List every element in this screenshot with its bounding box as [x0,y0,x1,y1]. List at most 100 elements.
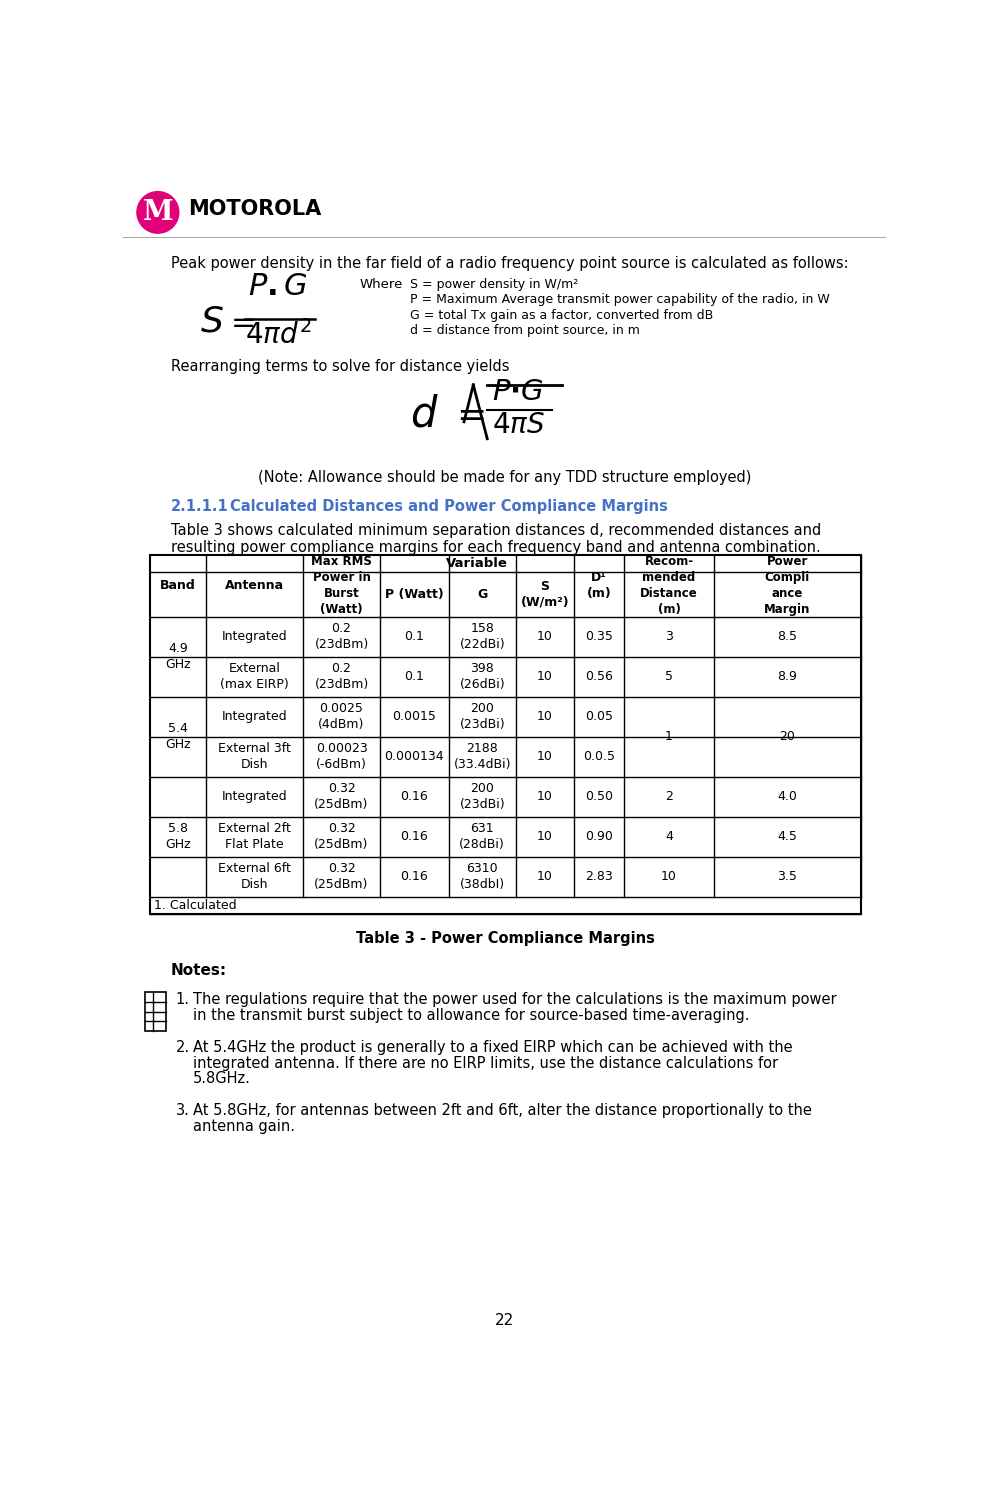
Text: (Note: Allowance should be made for any TDD structure employed): (Note: Allowance should be made for any … [258,471,751,486]
Text: Integrated: Integrated [221,710,287,723]
Text: 3.5: 3.5 [777,871,797,883]
Text: Table 3 shows calculated minimum separation distances d, recommended distances a: Table 3 shows calculated minimum separat… [171,523,822,538]
Text: 10: 10 [537,671,553,683]
Text: S = power density in W/m²: S = power density in W/m² [409,278,578,291]
Text: 3: 3 [665,630,673,642]
Text: d = distance from point source, in m: d = distance from point source, in m [409,324,640,338]
Text: Integrated: Integrated [221,790,287,804]
Text: 5.4
GHz: 5.4 GHz [165,722,191,751]
Bar [145,992,166,1031]
Text: Recom-
mended
Distance
(m): Recom- mended Distance (m) [641,556,698,617]
Text: Notes:: Notes: [171,964,227,979]
Text: 10: 10 [537,790,553,804]
Text: 631
(28dBi): 631 (28dBi) [460,822,505,852]
Text: The regulations require that the power used for the calculations is the maximum : The regulations require that the power u… [193,992,836,1007]
Text: integrated antenna. If there are no EIRP limits, use the distance calculations f: integrated antenna. If there are no EIRP… [193,1056,778,1071]
Text: in the transmit burst subject to allowance for source-based time-averaging.: in the transmit burst subject to allowan… [193,1008,749,1023]
Text: 10: 10 [537,630,553,642]
Text: 10: 10 [661,871,677,883]
Text: 200
(23dBi): 200 (23dBi) [460,783,505,811]
Text: 10: 10 [537,710,553,723]
Text: 1: 1 [665,731,673,743]
Text: Antenna: Antenna [224,580,284,592]
Text: G = total Tx gain as a factor, converted from dB: G = total Tx gain as a factor, converted… [409,309,713,321]
Text: At 5.8GHz, for antennas between 2ft and 6ft, alter the distance proportionally t: At 5.8GHz, for antennas between 2ft and … [193,1103,812,1119]
Text: 2188
(33.4dBi): 2188 (33.4dBi) [454,743,511,771]
Text: antenna gain.: antenna gain. [193,1119,295,1134]
Text: 0.32
(25dBm): 0.32 (25dBm) [314,862,369,892]
Text: 6310
(38dbI): 6310 (38dbI) [460,862,505,892]
Text: Where: Where [359,278,402,291]
Bar [151,556,861,914]
Text: 4.9
GHz: 4.9 GHz [165,642,191,671]
Text: MOTOROLA: MOTOROLA [188,199,322,218]
Text: 0.16: 0.16 [400,871,428,883]
Text: 0.0025
(4dBm): 0.0025 (4dBm) [319,702,365,731]
Text: 0.32
(25dBm): 0.32 (25dBm) [314,783,369,811]
Text: P = Maximum Average transmit power capability of the radio, in W: P = Maximum Average transmit power capab… [409,293,830,306]
Text: 10: 10 [537,831,553,843]
Text: 0.0.5: 0.0.5 [584,750,615,763]
Text: $=$: $=$ [225,306,256,338]
Text: 8.9: 8.9 [777,671,797,683]
Text: 0.16: 0.16 [400,790,428,804]
Text: $\it{d}$: $\it{d}$ [409,393,439,435]
Text: 0.2
(23dBm): 0.2 (23dBm) [315,622,369,651]
Text: $\it{P}$$\bf{\cdot}$$\it{G}$: $\it{P}$$\bf{\cdot}$$\it{G}$ [492,378,544,406]
Text: 0.1: 0.1 [404,671,424,683]
Text: 1.: 1. [176,992,190,1007]
Text: At 5.4GHz the product is generally to a fixed EIRP which can be achieved with th: At 5.4GHz the product is generally to a … [193,1040,792,1055]
Text: Power
Compli
ance
Margin: Power Compli ance Margin [764,556,811,617]
Text: 398
(26dBi): 398 (26dBi) [460,662,505,692]
Text: 2.1.1.1: 2.1.1.1 [171,499,229,514]
Text: 22: 22 [495,1313,514,1328]
Text: 2.83: 2.83 [585,871,613,883]
Text: Rearranging terms to solve for distance yields: Rearranging terms to solve for distance … [171,360,510,375]
Text: External 2ft
Flat Plate: External 2ft Flat Plate [217,822,291,852]
Text: G: G [477,587,487,601]
Text: M: M [143,199,173,226]
Text: Integrated: Integrated [221,630,287,642]
Text: $4\pi d^2$: $4\pi d^2$ [245,320,311,350]
Text: Peak power density in the far field of a radio frequency point source is calcula: Peak power density in the far field of a… [171,257,848,272]
Text: 0.56: 0.56 [585,671,613,683]
Text: 20: 20 [779,731,795,743]
Text: $4\pi S$: $4\pi S$ [492,412,545,439]
Text: 0.90: 0.90 [585,831,613,843]
Text: Calculated Distances and Power Compliance Margins: Calculated Distances and Power Complianc… [230,499,668,514]
Text: External 6ft
Dish: External 6ft Dish [217,862,291,892]
Text: 3.: 3. [176,1103,190,1119]
Text: 200
(23dBi): 200 (23dBi) [460,702,505,731]
Text: 0.35: 0.35 [585,630,613,642]
Text: 0.000134: 0.000134 [385,750,444,763]
Text: Table 3 - Power Compliance Margins: Table 3 - Power Compliance Margins [356,931,655,946]
Text: 0.00023
(-6dBm): 0.00023 (-6dBm) [316,743,367,771]
Text: External 3ft
Dish: External 3ft Dish [217,743,291,771]
Text: 5: 5 [665,671,673,683]
Text: 158
(22dBi): 158 (22dBi) [460,622,505,651]
Text: 4.0: 4.0 [777,790,797,804]
Text: $\it{P}$$\bf{.}$$\it{G}$: $\it{P}$$\bf{.}$$\it{G}$ [248,270,308,302]
Circle shape [137,191,179,233]
Text: $\it{S}$: $\it{S}$ [201,305,224,339]
Text: 10: 10 [537,750,553,763]
Text: 0.2
(23dBm): 0.2 (23dBm) [315,662,369,692]
Text: 4: 4 [665,831,673,843]
Text: S
(W/m²): S (W/m²) [521,580,570,610]
Text: 1. Calculated: 1. Calculated [154,899,236,911]
Text: Band: Band [160,580,196,592]
Text: P (Watt): P (Watt) [385,587,444,601]
Text: 2.: 2. [176,1040,190,1055]
Text: 0.05: 0.05 [585,710,613,723]
Text: 4.5: 4.5 [777,831,797,843]
Text: $=$: $=$ [449,397,484,432]
Text: Max RMS
Power in
Burst
(Watt): Max RMS Power in Burst (Watt) [311,556,372,617]
Text: 0.16: 0.16 [400,831,428,843]
Text: 0.32
(25dBm): 0.32 (25dBm) [314,822,369,852]
Text: 0.0015: 0.0015 [393,710,436,723]
Text: 10: 10 [537,871,553,883]
Text: resulting power compliance margins for each frequency band and antenna combinati: resulting power compliance margins for e… [171,539,821,554]
Text: External
(max EIRP): External (max EIRP) [220,662,288,692]
Text: 5.8
GHz: 5.8 GHz [165,822,191,852]
Text: 0.50: 0.50 [585,790,613,804]
